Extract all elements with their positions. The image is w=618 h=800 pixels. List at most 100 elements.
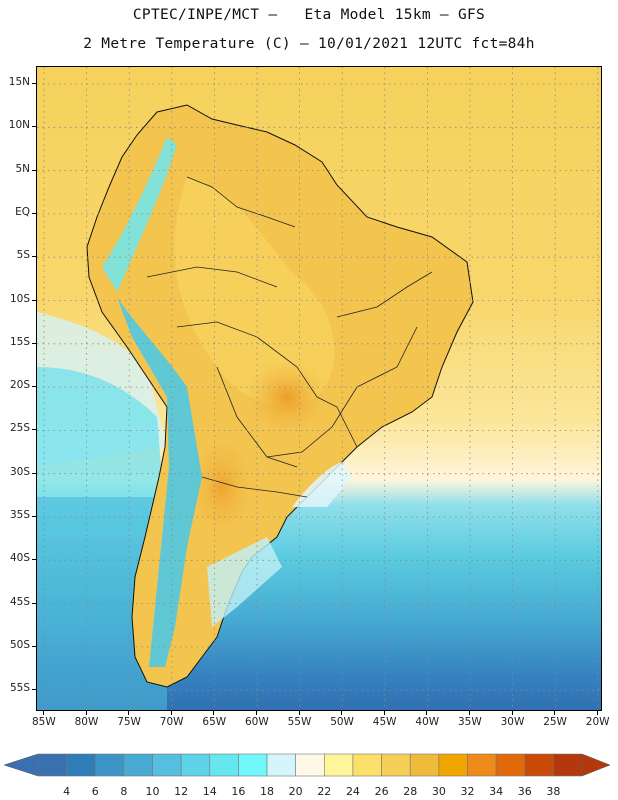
lat-tick bbox=[32, 602, 36, 604]
legend-level-label: 4 bbox=[63, 785, 71, 798]
map-frame bbox=[36, 66, 602, 711]
legend-color-cell bbox=[152, 753, 182, 777]
chart-title-line-1: CPTEC/INPE/MCT – Eta Model 15km – GFS bbox=[132, 7, 486, 23]
pacific-cold-zone bbox=[37, 367, 167, 537]
lon-tick bbox=[596, 711, 598, 715]
lat-label: 10S bbox=[9, 292, 30, 305]
lat-label: 55S bbox=[9, 682, 30, 695]
lon-tick bbox=[554, 711, 556, 715]
lon-label: 75W bbox=[117, 716, 141, 728]
lon-tick bbox=[469, 711, 470, 715]
lon-tick bbox=[85, 711, 87, 715]
lat-tick bbox=[32, 169, 36, 171]
lon-tick bbox=[341, 711, 343, 715]
lat-label: 50S bbox=[9, 638, 30, 651]
lat-label: 45S bbox=[9, 595, 30, 608]
legend-level-label: 16 bbox=[231, 785, 246, 798]
legend-level-label: 8 bbox=[120, 785, 128, 798]
lat-label: 30S bbox=[9, 465, 30, 478]
pantanal-hot-spot bbox=[242, 357, 332, 437]
lat-tick bbox=[32, 299, 36, 301]
lat-tick bbox=[32, 645, 36, 647]
lon-label: 85W bbox=[32, 716, 56, 728]
lat-label: 15N bbox=[8, 76, 30, 88]
lat-label: EQ bbox=[15, 205, 30, 218]
legend-color-cell bbox=[123, 753, 153, 777]
legend-color-cell bbox=[238, 753, 268, 777]
legend-level-label: 14 bbox=[202, 785, 217, 798]
lat-tick bbox=[32, 429, 36, 431]
legend-level-label: 26 bbox=[374, 785, 389, 798]
legend-color-cell bbox=[324, 753, 354, 777]
lon-label: 40W bbox=[415, 716, 440, 728]
lat-label: 15S bbox=[9, 335, 30, 348]
southern-brazil-cool-zone bbox=[292, 462, 352, 507]
lon-tick bbox=[511, 711, 513, 715]
legend-level-label: 24 bbox=[345, 785, 360, 798]
lon-label: 35W bbox=[458, 716, 482, 728]
lon-label: 80W bbox=[74, 716, 99, 728]
lon-label: 55W bbox=[287, 716, 312, 728]
legend-level-label: 20 bbox=[288, 785, 303, 798]
lat-tick bbox=[32, 212, 36, 214]
patagonia-cool-zone bbox=[207, 537, 282, 627]
legend-level-label: 12 bbox=[174, 785, 189, 798]
lon-label: 65W bbox=[202, 716, 227, 728]
legend-color-cell bbox=[180, 753, 211, 777]
legend-color-cell bbox=[467, 753, 497, 777]
lat-label: 35S bbox=[9, 509, 30, 521]
legend-level-label: 28 bbox=[403, 785, 418, 798]
lon-tick bbox=[256, 711, 257, 715]
lat-tick bbox=[32, 83, 36, 84]
legend-level-label: 34 bbox=[489, 785, 504, 798]
legend-color-cell bbox=[295, 753, 325, 777]
lat-label: 10N bbox=[8, 119, 30, 132]
lat-tick bbox=[32, 689, 36, 691]
color-scale-bar bbox=[4, 753, 611, 777]
legend-color-cell bbox=[409, 753, 440, 777]
map-gridlines bbox=[37, 67, 601, 710]
lon-tick bbox=[128, 711, 130, 715]
lon-tick bbox=[213, 711, 215, 715]
lon-label: 45W bbox=[372, 716, 397, 728]
lon-label: 50W bbox=[330, 716, 354, 728]
legend-color-cell bbox=[495, 753, 526, 777]
lon-label: 20W bbox=[585, 716, 610, 728]
legend-level-label: 32 bbox=[460, 785, 475, 798]
lat-label: 5S bbox=[16, 249, 30, 262]
lat-tick bbox=[32, 472, 36, 474]
legend-color-cell bbox=[381, 753, 411, 777]
legend-color-cell bbox=[209, 753, 239, 777]
lat-tick bbox=[32, 342, 36, 344]
legend-level-label: 38 bbox=[546, 785, 561, 798]
lat-label: 20S bbox=[9, 379, 30, 392]
lon-tick bbox=[43, 711, 44, 715]
lat-label: 40S bbox=[9, 552, 30, 565]
lon-label: 60W bbox=[245, 716, 269, 728]
legend-color-cell bbox=[553, 753, 583, 777]
southern-andes-cold bbox=[117, 297, 202, 667]
lat-tick bbox=[32, 516, 36, 517]
northern-andes-cold bbox=[102, 137, 177, 292]
legend-arrow-right bbox=[581, 753, 611, 777]
lat-tick bbox=[32, 386, 36, 388]
temperature-map bbox=[37, 67, 601, 710]
lat-tick bbox=[32, 126, 36, 128]
legend-color-cell bbox=[438, 753, 468, 777]
legend-level-label: 30 bbox=[431, 785, 446, 798]
lon-label: 30W bbox=[500, 716, 525, 728]
legend-color-cell bbox=[94, 753, 125, 777]
lat-tick bbox=[32, 256, 36, 258]
lon-label: 25W bbox=[543, 716, 567, 728]
legend-color-cell bbox=[66, 753, 96, 777]
legend-color-cell bbox=[37, 753, 67, 777]
lon-tick bbox=[383, 711, 385, 715]
legend-color-cell bbox=[352, 753, 382, 777]
legend-level-label: 6 bbox=[91, 785, 99, 798]
lon-label: 70W bbox=[159, 716, 184, 728]
chart-title-line-2: 2 Metre Temperature (C) – 10/01/2021 12U… bbox=[83, 36, 535, 52]
lon-tick bbox=[170, 711, 172, 715]
legend-color-cell bbox=[524, 753, 554, 777]
lat-label: 5N bbox=[15, 162, 30, 175]
lat-tick bbox=[32, 559, 36, 561]
